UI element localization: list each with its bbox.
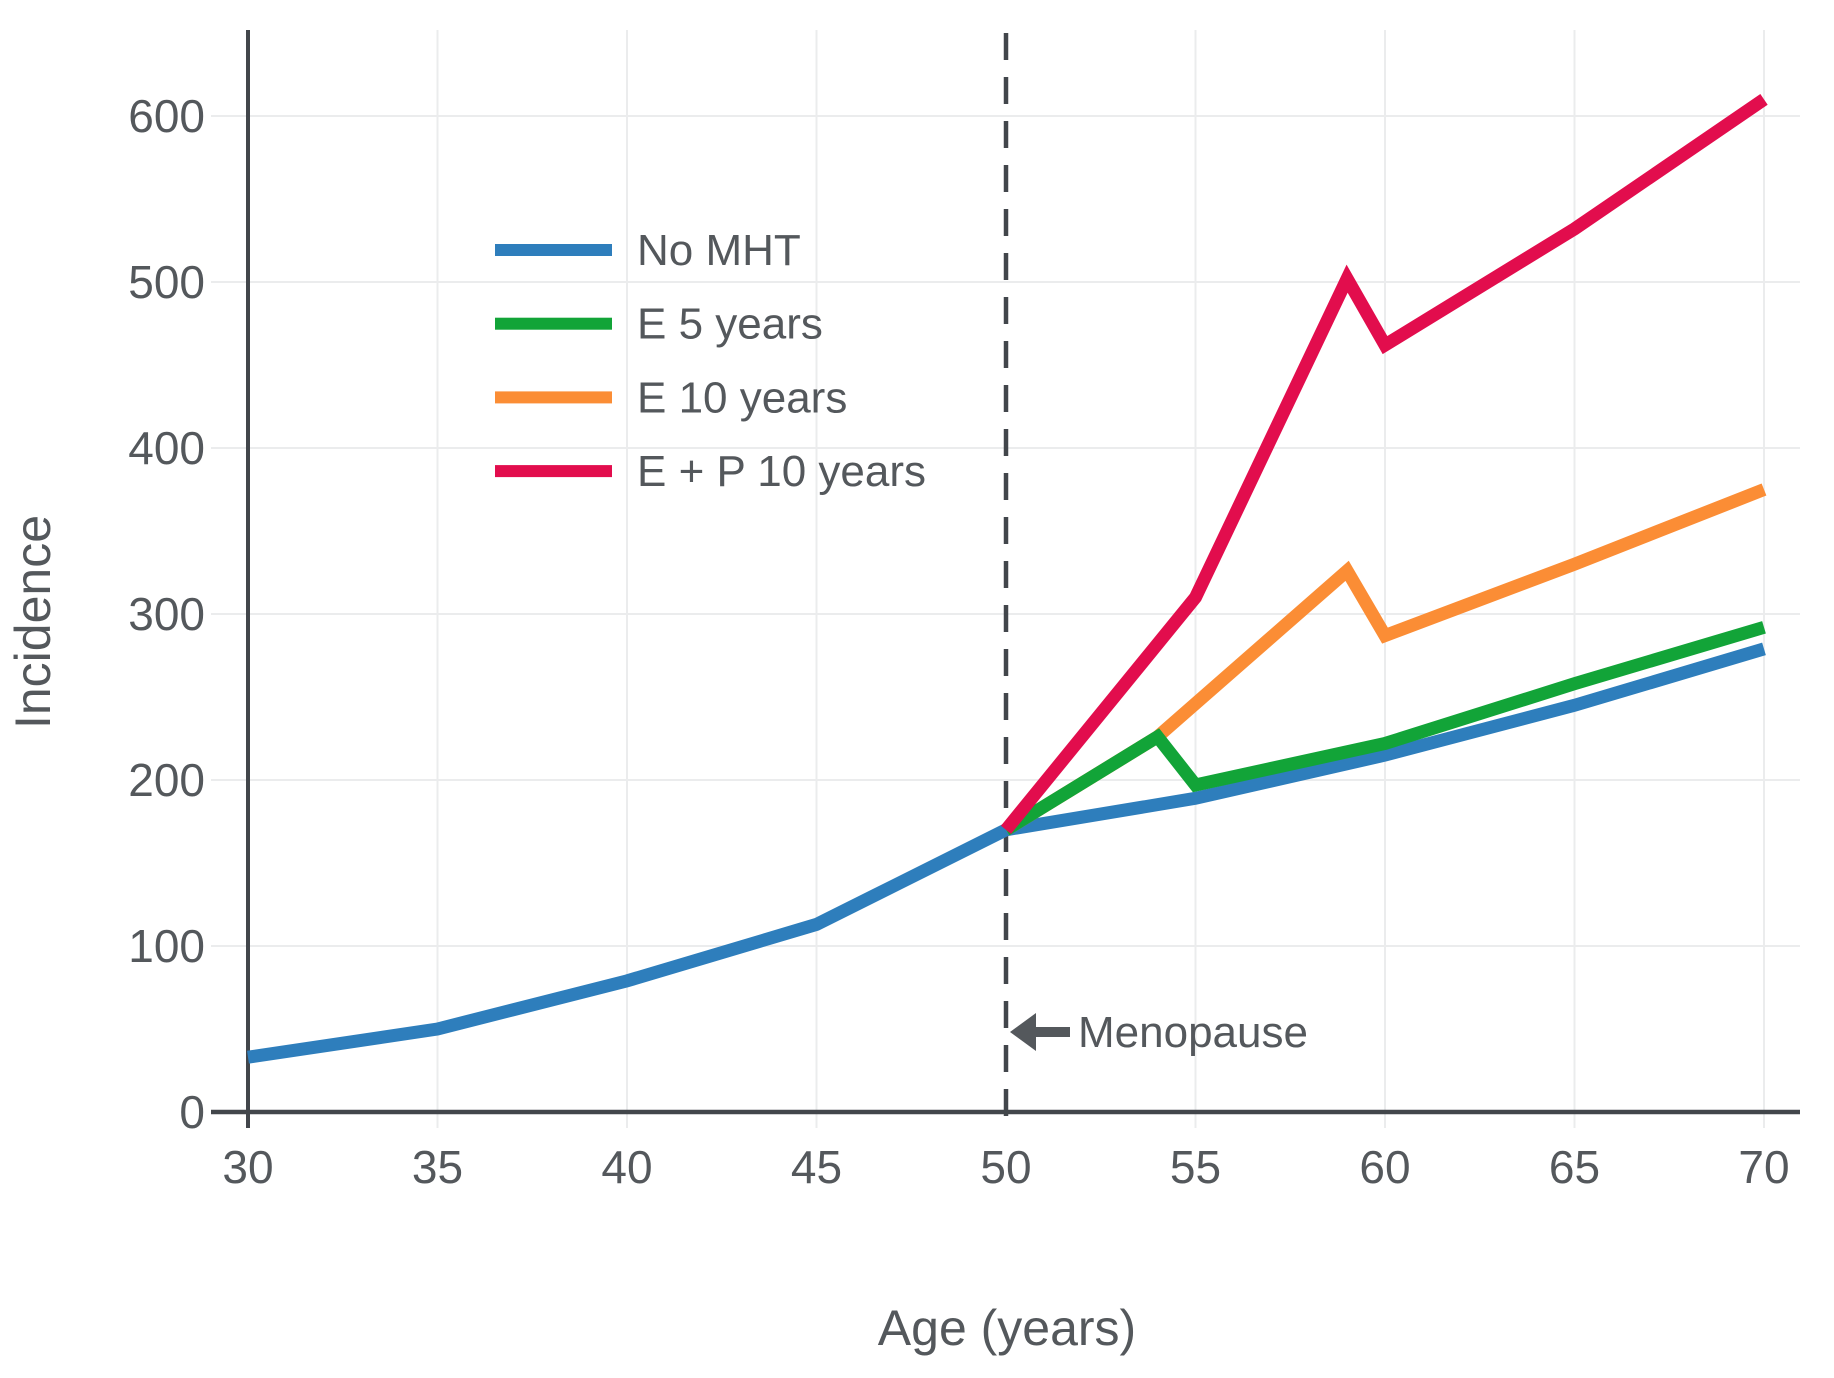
y-tick-label-500: 500 [128,256,205,308]
legend: No MHT E 5 years E 10 years E + P 10 years [495,226,926,496]
y-tick-label-400: 400 [128,422,205,474]
legend-label-e-p-10-years: E + P 10 years [637,447,926,496]
y-tick-label-100: 100 [128,920,205,972]
x-tick-label-45: 45 [791,1141,842,1193]
series-lines [247,94,1768,1064]
x-tick-labels: 30 35 40 45 50 55 60 65 70 [222,1141,1789,1193]
y-axis-title: Incidence [5,515,61,729]
menopause-label: Menopause [1078,1008,1308,1057]
x-tick-label-30: 30 [222,1141,273,1193]
legend-label-e-5-years: E 5 years [637,300,823,349]
x-axis-title: Age (years) [878,1300,1136,1356]
legend-swatch-e-p-10-years [495,465,612,478]
x-tick-label-70: 70 [1738,1141,1789,1193]
x-tick-label-35: 35 [412,1141,463,1193]
legend-swatch-e-5-years [495,317,612,330]
y-tick-label-200: 200 [128,754,205,806]
x-tick-label-50: 50 [980,1141,1031,1193]
x-tick-label-60: 60 [1359,1141,1410,1193]
gridlines [211,30,1800,1128]
series-line-e-5-years [1002,621,1766,836]
y-tick-labels: 0 100 200 300 400 500 600 [128,90,205,1138]
x-tick-label-40: 40 [601,1141,652,1193]
legend-swatch-e-10-years [495,391,612,404]
y-tick-label-600: 600 [128,90,205,142]
legend-label-e-10-years: E 10 years [637,373,847,422]
legend-label-no-mht: No MHT [637,226,801,275]
series-line-e-p-10-years [1000,94,1768,834]
menopause-annotation: Menopause [1010,1008,1308,1057]
x-tick-label-55: 55 [1170,1141,1221,1193]
axes [211,30,1800,1128]
legend-swatch-no-mht [495,244,612,256]
left-arrow-icon [1010,1013,1070,1051]
y-tick-label-300: 300 [128,588,205,640]
y-tick-label-0: 0 [179,1086,205,1138]
x-tick-label-65: 65 [1549,1141,1600,1193]
